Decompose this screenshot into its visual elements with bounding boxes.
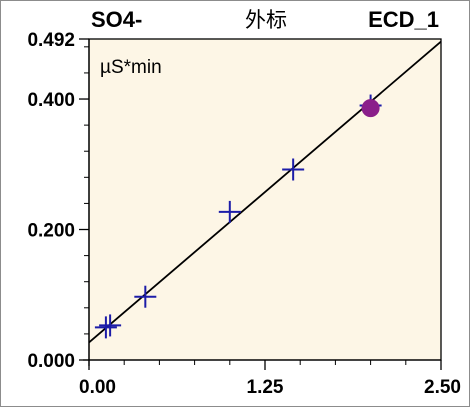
calibration-point [218,200,241,223]
y-tick-label: 0.492 [27,30,75,51]
x-tick-label: 0.00 [79,377,116,398]
sample-point [361,99,380,118]
calibration-point [94,316,117,339]
x-tick-label: 2.50 [424,377,461,398]
calibration-point [134,285,157,308]
y-tick-label: 0.400 [27,90,75,111]
method-label: 外标 [245,8,287,32]
detector-label: ECD_1 [368,7,439,32]
axes: 0.000 0.200 0.400 0.492 0.00 1.25 2.50 [27,30,461,398]
data-points [94,94,382,339]
fit-line [88,40,442,344]
calibration-point [282,158,305,181]
calibration-point [99,314,122,337]
y-tick-label: 0.000 [27,351,75,372]
x-tick-label: 1.25 [247,377,284,398]
unit-label: µS*min [100,57,162,78]
calibration-fit [88,40,442,344]
y-tick-label: 0.200 [27,221,75,242]
analyte-label: SO4- [91,7,142,32]
